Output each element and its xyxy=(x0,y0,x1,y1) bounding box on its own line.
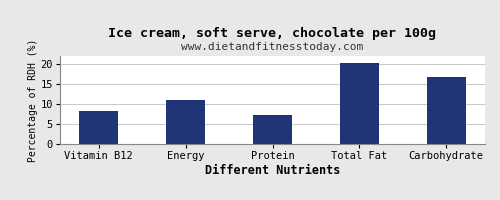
Y-axis label: Percentage of RDH (%): Percentage of RDH (%) xyxy=(28,38,38,162)
Bar xyxy=(340,63,379,144)
Text: www.dietandfitnesstoday.com: www.dietandfitnesstoday.com xyxy=(182,42,364,52)
Bar xyxy=(426,77,466,144)
Text: Ice cream, soft serve, chocolate per 100g: Ice cream, soft serve, chocolate per 100… xyxy=(108,27,436,40)
X-axis label: Different Nutrients: Different Nutrients xyxy=(205,164,340,177)
Bar xyxy=(253,115,292,144)
Bar xyxy=(80,111,118,144)
Bar xyxy=(166,100,205,144)
